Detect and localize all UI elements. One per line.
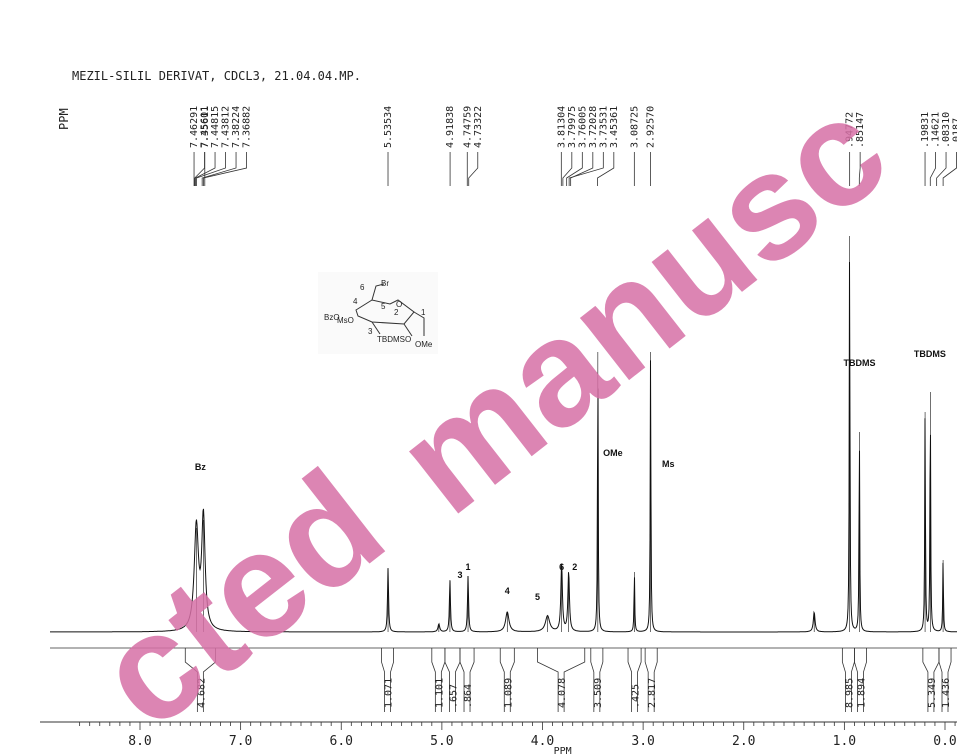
x-tick-label: 2.0 [732, 734, 755, 749]
peak-label-leader [571, 152, 593, 186]
x-axis-label: PPM [554, 746, 572, 755]
integral-value: .864 [463, 684, 474, 708]
struct-label-ome: OMe [415, 340, 433, 349]
peak-label: 3.76005 [577, 106, 588, 148]
peak-label-leader [569, 152, 603, 186]
x-tick-label: 8.0 [128, 734, 151, 749]
peak-label-leader [202, 152, 236, 186]
integral-value: 1.101 [434, 678, 445, 708]
peak-label: 3.81304 [556, 106, 567, 148]
x-tick-label: 0.0 [933, 734, 956, 749]
peak-annotation: 3 [457, 570, 462, 580]
peak-label: 7.38224 [231, 106, 242, 148]
peak-annotation: TBDMS [914, 349, 946, 359]
struct-label-tbdmso: TBDMSO [377, 335, 411, 344]
peak-label: 7.46291 [189, 106, 200, 148]
struct-label-5: 5 [381, 302, 386, 311]
peak-annotation: 4 [505, 586, 510, 596]
integral-value: 5.349 [927, 678, 938, 708]
peak-label: 3.45361 [609, 106, 620, 148]
integral-value: 1.071 [384, 678, 395, 708]
x-tick-label: 1.0 [833, 734, 856, 749]
x-tick-label: 4.0 [531, 734, 554, 749]
peak-annotation: 2 [572, 562, 577, 572]
peak-label: 7.36882 [242, 106, 253, 148]
integral-value: 4.078 [557, 678, 568, 708]
integral-value: 2.817 [647, 678, 658, 708]
peak-label: 5.53534 [383, 106, 394, 148]
integral-value: .657 [448, 684, 459, 708]
struct-label-mso: MsO [337, 316, 354, 325]
peak-label: 4.74759 [462, 106, 473, 148]
struct-label-4: 4 [353, 297, 358, 306]
watermark-word-1: cted [66, 438, 412, 755]
x-tick-label: 7.0 [229, 734, 252, 749]
struct-label-6: 6 [360, 283, 365, 292]
peak-label-leader [469, 152, 478, 186]
peak-label: 3.73531 [598, 106, 609, 148]
peak-label: .08310 [941, 112, 952, 148]
peak-label-leader [197, 152, 226, 186]
peak-label-leader [937, 152, 946, 186]
x-tick-label: 3.0 [631, 734, 654, 749]
struct-label-br: Br [381, 279, 389, 288]
integral-value: 1.894 [856, 678, 867, 708]
peak-label: 3.08725 [629, 106, 640, 148]
integral-value: 1.089 [503, 678, 514, 708]
peak-label: .0187 [952, 118, 957, 148]
peak-label: .14621 [931, 112, 942, 148]
struct-label-1: 1 [421, 308, 426, 317]
peak-label: 3.72028 [588, 106, 599, 148]
peak-label: 4.91838 [445, 106, 456, 148]
molecule-structure: 6 Br 4 5 O 1 BzO MsO 3 2 TBDMSO OMe [318, 272, 438, 354]
peak-label: 4.73322 [473, 106, 484, 148]
integral-value: .425 [631, 684, 642, 708]
spectrum-title: MEZIL-SILIL DERIVAT, CDCL3, 21.04.04.MP. [72, 69, 361, 83]
peak-annotation: Ms [662, 459, 675, 469]
peak-label-leader [204, 152, 247, 186]
peak-label: 7.44815 [210, 106, 221, 148]
x-tick-label: 6.0 [330, 734, 353, 749]
peak-label: 2.92570 [646, 106, 657, 148]
peak-annotation: 1 [466, 562, 471, 572]
peak-label: .19831 [920, 112, 931, 148]
peak-label-leader [196, 152, 216, 186]
peak-label: 7.35611 [200, 106, 211, 148]
peak-annotation: 5 [535, 592, 540, 602]
peak-annotation: 6 [559, 562, 564, 572]
x-tick-label: 5.0 [430, 734, 453, 749]
peak-annotation: OMe [603, 448, 623, 458]
ppm-axis-label-vertical: PPM [57, 108, 71, 130]
struct-label-3: 3 [368, 327, 373, 336]
integral-value: 8.985 [844, 678, 855, 708]
peak-label: 3.79975 [567, 106, 578, 148]
peak-label: 7.43812 [221, 106, 232, 148]
peak-label-leader [930, 152, 935, 186]
struct-label-2: 2 [394, 308, 399, 317]
peak-annotation: Bz [195, 462, 206, 472]
peak-annotation: TBDMS [843, 358, 875, 368]
integral-value: 1.436 [941, 678, 952, 708]
integral-value: 3.509 [593, 678, 604, 708]
